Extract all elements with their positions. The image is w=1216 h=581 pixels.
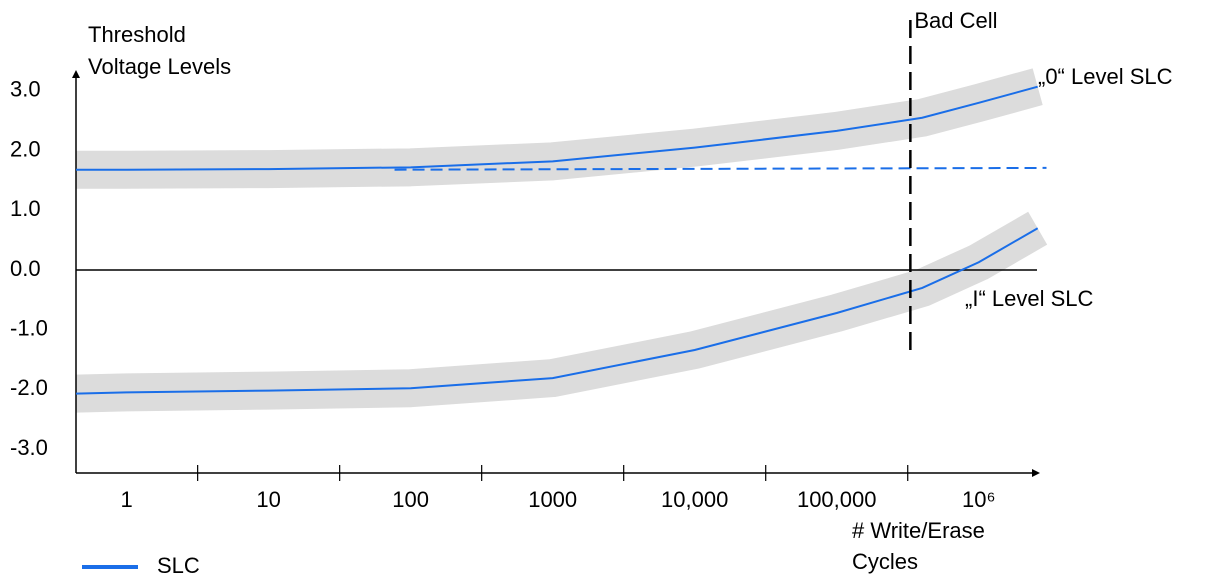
x-tick-label: 100,000 [797,487,877,512]
y-tick-label: 2.0 [10,136,41,161]
x-tick-label: 10,000 [661,487,728,512]
x-axis-label: # Write/Erase [852,518,985,543]
y-axis-arrow [72,70,80,78]
series-line [76,85,1038,171]
y-axis-label: Voltage Levels [88,54,231,79]
y-axis-label: Threshold [88,22,186,47]
y-tick-label: -3.0 [10,435,48,460]
x-tick-label: 1000 [528,487,577,512]
x-axis-arrow [1032,469,1040,477]
y-tick-label: 3.0 [10,77,41,102]
legend-label: SLC [157,553,200,578]
x-tick-label: 10⁶ [962,487,996,512]
x-tick-label: 10 [256,487,280,512]
y-tick-label: -2.0 [10,375,48,400]
y-tick-label: -1.0 [10,316,48,341]
series-line [75,227,1039,395]
x-axis-label: Cycles [852,549,918,574]
annotation: „0“ Level SLC [1038,64,1173,89]
tolerance-band [76,68,1043,189]
y-tick-label: 1.0 [10,196,41,221]
tolerance-band [75,211,1048,413]
annotation: „I“ Level SLC [965,286,1093,311]
reference-line [394,166,1047,171]
bad-cell-label: Bad Cell [914,8,997,33]
y-tick-label: 0.0 [10,256,41,281]
x-tick-label: 1 [121,487,133,512]
x-tick-label: 100 [392,487,429,512]
